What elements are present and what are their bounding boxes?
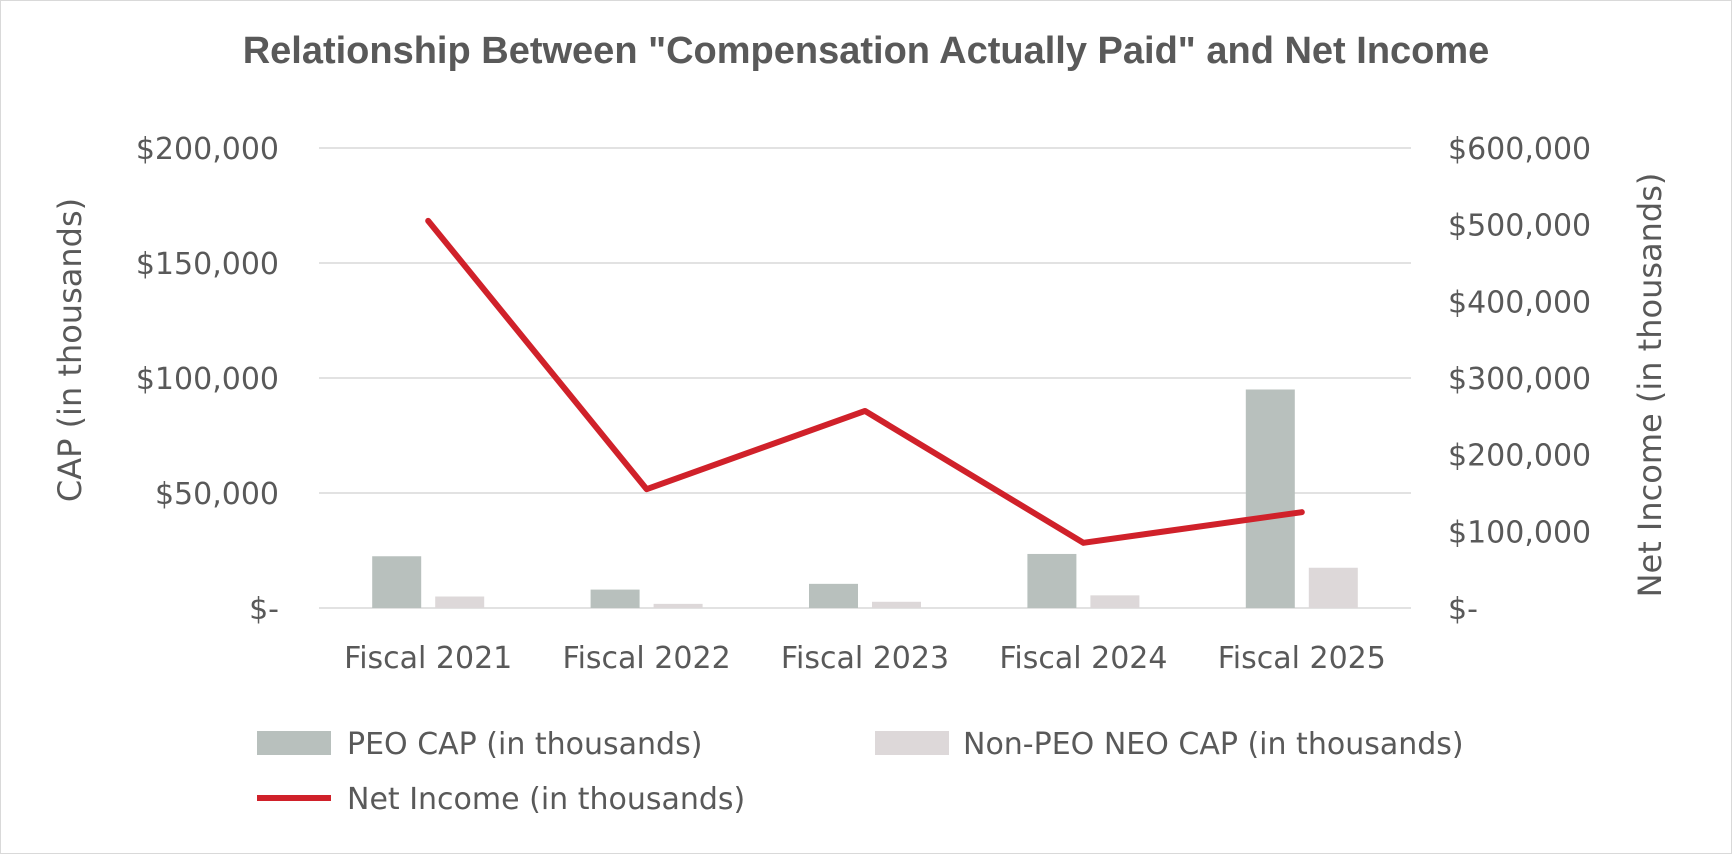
left-tick-label: $- [249, 592, 279, 627]
left-tick-label: $100,000 [136, 362, 279, 397]
right-tick-label: $- [1448, 592, 1478, 627]
bar-non-peo-neo-cap [1308, 567, 1358, 608]
legend-label-peo-cap: PEO CAP (in thousands) [347, 727, 702, 762]
x-tick-label: Fiscal 2023 [781, 641, 949, 676]
right-tick-label: $200,000 [1448, 439, 1591, 474]
right-axis-ticks: $- $100,000 $200,000 $300,000 $400,000 $500,0… [1448, 132, 1591, 627]
x-tick-label: Fiscal 2024 [999, 641, 1167, 676]
bar-non-peo-neo-cap [872, 601, 921, 608]
left-tick-label: $50,000 [155, 477, 279, 512]
right-tick-label: $300,000 [1448, 362, 1591, 397]
gridlines [319, 147, 1411, 609]
right-tick-label: $600,000 [1448, 132, 1591, 167]
line-net-income [425, 217, 1305, 546]
bar-non-peo-neo-cap [653, 603, 703, 608]
left-tick-label: $200,000 [136, 132, 279, 167]
legend: PEO CAP (in thousands) Non-PEO NEO CAP (… [257, 727, 1464, 817]
chart-title: Relationship Between "Compensation Actua… [243, 30, 1490, 72]
right-tick-label: $100,000 [1448, 515, 1591, 550]
x-axis-ticks: Fiscal 2021 Fiscal 2022 Fiscal 2023 Fiscal … [344, 641, 1386, 676]
x-tick-label: Fiscal 2021 [344, 641, 512, 676]
bar-peo-cap [372, 556, 422, 608]
bar-peo-cap [1027, 553, 1077, 608]
legend-swatch-peo-cap [257, 731, 331, 755]
right-tick-label: $400,000 [1448, 285, 1591, 320]
x-tick-label: Fiscal 2025 [1218, 641, 1386, 676]
legend-swatch-non-peo-neo-cap [875, 731, 949, 755]
right-tick-label: $500,000 [1448, 209, 1591, 244]
bar-peo-cap [590, 589, 640, 608]
bar-peo-cap [809, 583, 858, 608]
bar-non-peo-neo-cap [435, 596, 485, 608]
x-tick-label: Fiscal 2022 [563, 641, 731, 676]
legend-label-non-peo-neo-cap: Non-PEO NEO CAP (in thousands) [963, 727, 1464, 762]
left-axis-title: CAP (in thousands) [51, 198, 89, 502]
bar-non-peo-neo-cap [1090, 595, 1140, 608]
bar-peo-cap [1245, 389, 1295, 608]
left-axis-ticks: $- $50,000 $100,000 $150,000 $200,000 [136, 132, 279, 627]
right-axis-title: Net Income (in thousands) [1631, 173, 1669, 598]
legend-label-net-income: Net Income (in thousands) [347, 782, 745, 817]
left-tick-label: $150,000 [136, 247, 279, 282]
bars [372, 389, 1358, 608]
line-series [425, 217, 1305, 546]
